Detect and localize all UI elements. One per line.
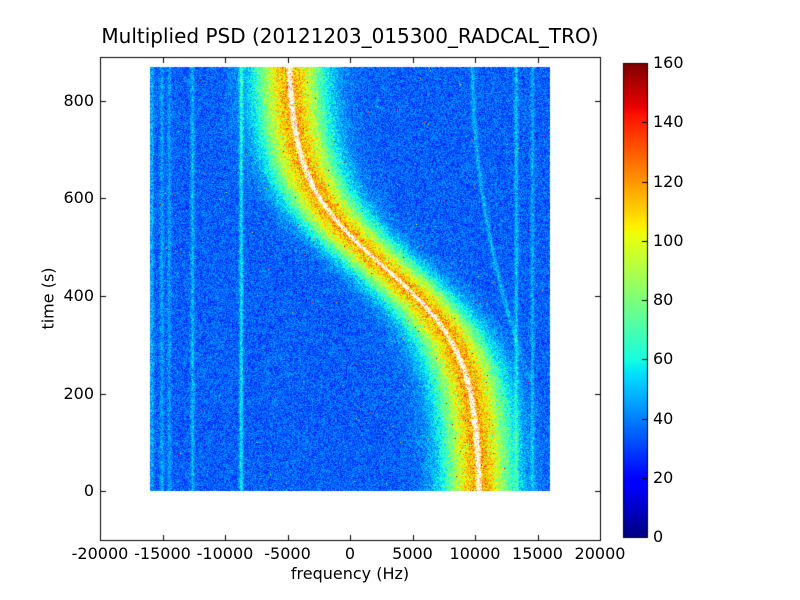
- x-tick-label: -10000: [196, 544, 254, 563]
- colorbar-tick-label: 80: [653, 290, 674, 309]
- x-tick-label: 15000: [512, 544, 563, 563]
- colorbar-tick-label: 120: [653, 171, 684, 191]
- chart-title: Multiplied PSD (20121203_015300_RADCAL_T…: [101, 24, 599, 48]
- x-tick-label: -20000: [71, 544, 129, 563]
- colorbar-tick-label: 140: [653, 112, 684, 132]
- x-tick-label: 20000: [574, 544, 626, 563]
- x-axis-label: frequency (Hz): [290, 564, 410, 583]
- colorbar-tick-label: 100: [653, 230, 684, 250]
- colorbar-tick-label: 40: [653, 408, 674, 428]
- colorbar-tick-label: 60: [653, 349, 674, 369]
- x-tick-label: 5000: [392, 544, 433, 563]
- x-tick-label: 0: [344, 544, 356, 563]
- y-axis-label: time (s): [38, 267, 58, 330]
- y-tick-label: 600: [63, 188, 94, 208]
- y-tick-label: 400: [63, 286, 94, 306]
- colorbar-tick-label: 160: [653, 53, 684, 72]
- y-tick-label: 800: [63, 90, 94, 110]
- x-tick-label: 10000: [449, 544, 501, 563]
- colorbar-tick-label: 20: [653, 467, 674, 487]
- colorbar-tick-label: 0: [653, 527, 664, 546]
- x-tick-label: -15000: [134, 544, 191, 563]
- y-tick-label: 0: [83, 481, 94, 501]
- x-tick-label: -5000: [264, 544, 311, 563]
- y-tick-label: 200: [63, 383, 94, 403]
